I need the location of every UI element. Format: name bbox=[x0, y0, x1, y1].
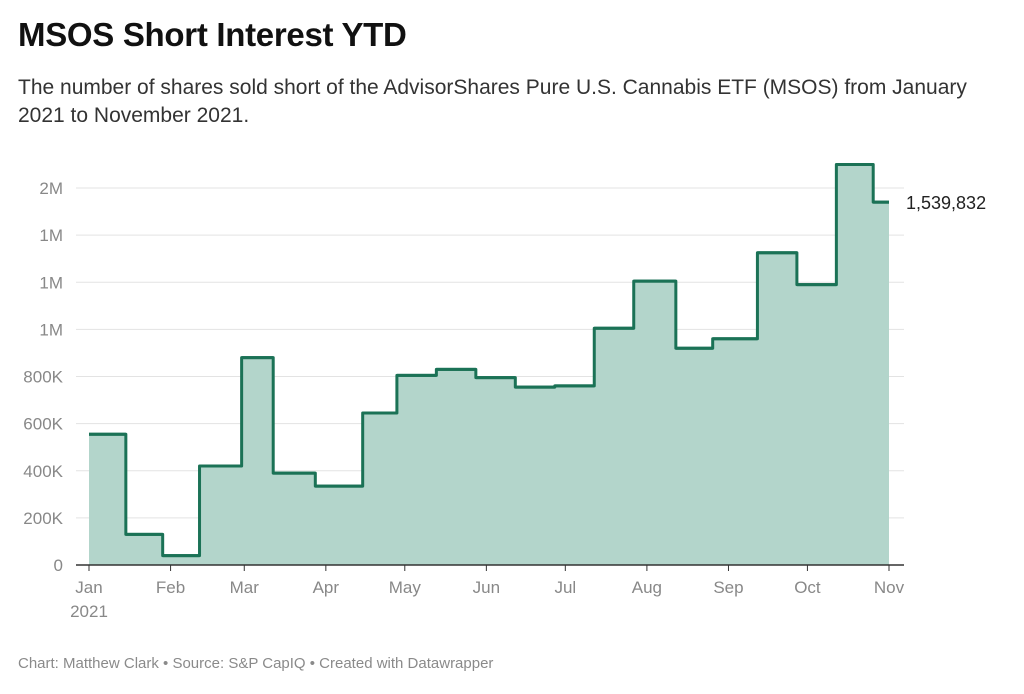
x-tick-label: Aug bbox=[632, 578, 662, 597]
x-tick-label: Apr bbox=[313, 578, 340, 597]
chart-title: MSOS Short Interest YTD bbox=[18, 16, 407, 53]
short-interest-area bbox=[89, 164, 889, 565]
end-value-label: 1,539,832 bbox=[906, 193, 986, 213]
y-tick-label: 200K bbox=[23, 509, 63, 528]
y-tick-label: 1M bbox=[39, 320, 63, 339]
y-tick-label: 800K bbox=[23, 368, 63, 387]
x-tick-label: Jun bbox=[473, 578, 500, 597]
x-tick-label: Mar bbox=[230, 578, 260, 597]
x-tick-label: Jul bbox=[554, 578, 576, 597]
y-tick-label: 1M bbox=[39, 226, 63, 245]
line-layer bbox=[89, 162, 889, 558]
y-tick-label: 2M bbox=[39, 179, 63, 198]
y-tick-label: 1M bbox=[39, 273, 63, 292]
y-tick-label: 0 bbox=[54, 556, 63, 575]
area-layer bbox=[89, 164, 889, 565]
axes bbox=[76, 564, 904, 571]
chart-subtitle: The number of shares sold short of the A… bbox=[18, 76, 967, 127]
chart-footer: Chart: Matthew Clark • Source: S&P CapIQ… bbox=[18, 655, 494, 672]
y-tick-label: 600K bbox=[23, 415, 63, 434]
x-tick-sublabel: 2021 bbox=[70, 602, 108, 621]
x-tick-label: Nov bbox=[874, 578, 905, 597]
x-tick-label: Feb bbox=[156, 578, 185, 597]
x-tick-label: Sep bbox=[713, 578, 743, 597]
x-tick-label: May bbox=[389, 578, 422, 597]
labels: 0 200K 400K 600K 800K 1M 1M 1M 2M Jan 2021 Feb Mar Ap… bbox=[23, 179, 986, 621]
x-tick-label: Jan bbox=[75, 578, 102, 597]
y-tick-label: 400K bbox=[23, 462, 63, 481]
x-tick-label: Oct bbox=[794, 578, 821, 597]
